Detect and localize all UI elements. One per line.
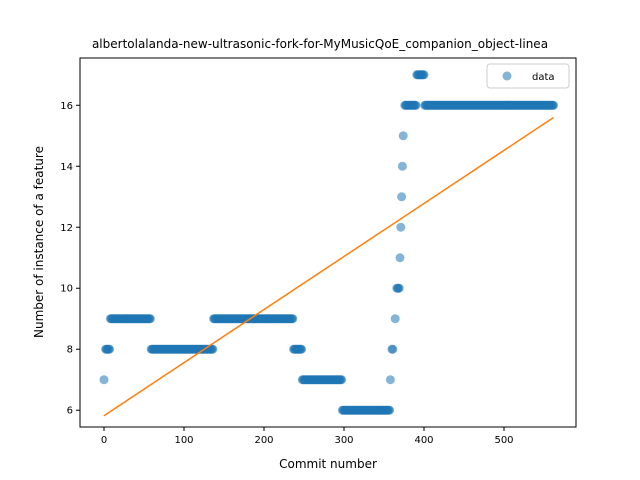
y-tick-label: 10	[60, 284, 73, 295]
y-tick-label: 14	[60, 162, 73, 173]
legend: data	[486, 63, 570, 89]
data-point	[105, 344, 115, 354]
data-point	[394, 283, 404, 293]
data-point	[288, 314, 298, 324]
x-tick-label: 100	[174, 435, 193, 446]
legend-label: data	[532, 72, 555, 83]
plot-frame	[79, 57, 577, 428]
data-point	[99, 375, 109, 385]
x-axis-label: Commit number	[279, 457, 377, 471]
y-tick-label: 8	[67, 345, 73, 356]
y-tick-label: 16	[60, 101, 73, 112]
y-axis: 6 8 10 12 14 16	[60, 101, 80, 417]
legend-box	[486, 63, 570, 89]
y-tick-label: 6	[67, 406, 73, 417]
x-tick-label: 200	[254, 435, 273, 446]
data-point	[385, 375, 395, 385]
data-point	[549, 100, 559, 110]
chart-title: albertolalanda-new-ultrasonic-fork-for-M…	[92, 37, 548, 51]
legend-marker	[502, 71, 512, 81]
x-tick-label: 300	[334, 435, 353, 446]
data-point	[396, 222, 406, 232]
plot-area	[99, 70, 559, 417]
data-point	[145, 314, 155, 324]
data-point	[390, 314, 400, 324]
data-point	[419, 70, 429, 80]
data-point	[388, 344, 398, 354]
data-point	[395, 253, 405, 263]
y-axis-label: Number of instance of a feature	[32, 146, 46, 338]
data-point	[208, 344, 218, 354]
x-tick-label: 500	[494, 435, 513, 446]
y-tick-label: 12	[60, 223, 73, 234]
data-point	[297, 344, 307, 354]
data-point	[337, 375, 347, 385]
trend-line	[103, 116, 555, 417]
data-point	[397, 192, 407, 202]
data-point	[411, 100, 421, 110]
data-point	[397, 161, 407, 171]
x-tick-label: 400	[414, 435, 433, 446]
data-point	[398, 131, 408, 141]
data-point	[385, 405, 395, 415]
x-tick-label: 0	[101, 435, 107, 446]
x-axis: 0 100 200 300 400 500	[101, 427, 514, 446]
